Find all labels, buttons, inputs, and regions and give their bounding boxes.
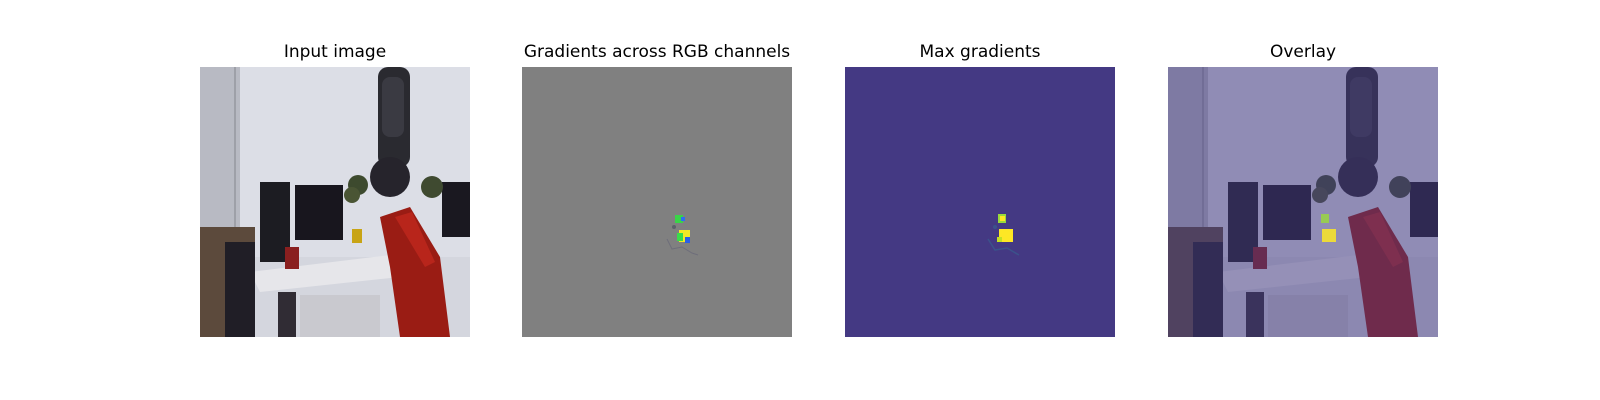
panel-title: Max gradients bbox=[919, 42, 1041, 62]
panel-title: Overlay bbox=[1269, 42, 1337, 62]
panel-overlay: Overlay bbox=[1168, 0, 1438, 400]
panel-input-image: Input image bbox=[200, 0, 470, 400]
gradient-map bbox=[522, 67, 792, 337]
rgb-gradient-map bbox=[522, 67, 792, 337]
panel-title: Gradients across RGB channels bbox=[523, 42, 791, 62]
overlay-image bbox=[1168, 67, 1438, 337]
overlay-photo bbox=[1168, 67, 1438, 337]
max-gradient-heatmap bbox=[845, 67, 1115, 337]
workspace-photo bbox=[200, 67, 470, 337]
panel-rgb-gradients: Gradients across RGB channels bbox=[522, 0, 792, 400]
heatmap bbox=[845, 67, 1115, 337]
panel-max-gradients: Max gradients bbox=[845, 0, 1115, 400]
panel-title: Input image bbox=[283, 42, 387, 62]
input-image bbox=[200, 67, 470, 337]
